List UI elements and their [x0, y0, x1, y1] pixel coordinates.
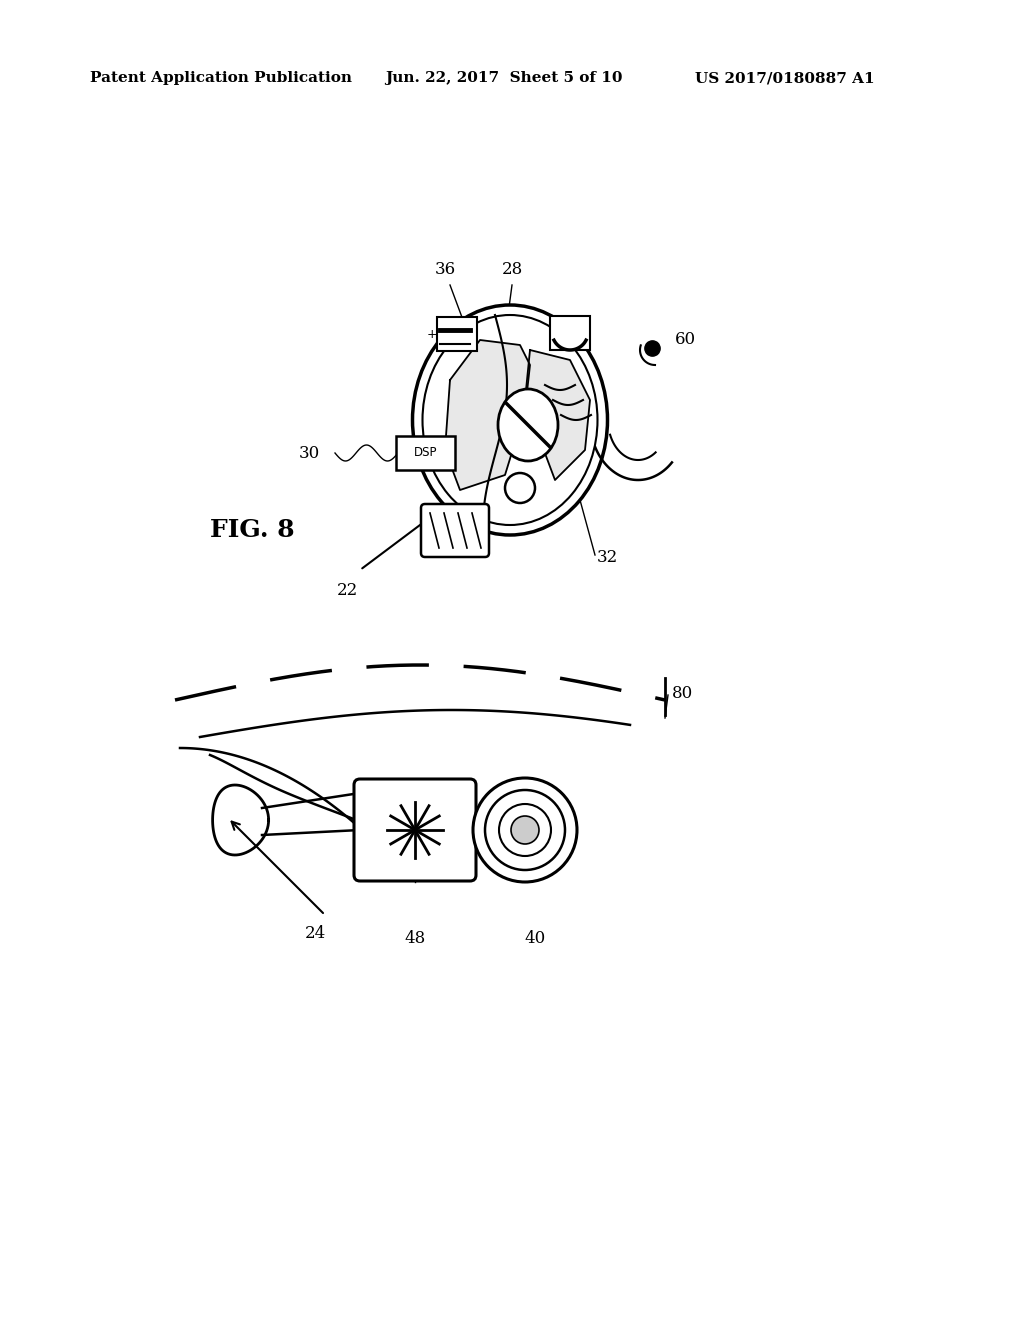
Text: FIG. 8: FIG. 8: [210, 517, 295, 543]
Text: 40: 40: [524, 931, 546, 946]
Text: DSP: DSP: [415, 446, 437, 459]
FancyBboxPatch shape: [396, 436, 455, 470]
Text: 80: 80: [672, 685, 693, 702]
Text: 24: 24: [304, 925, 326, 942]
Circle shape: [473, 777, 577, 882]
FancyBboxPatch shape: [421, 504, 489, 557]
Text: 30: 30: [299, 445, 319, 462]
Text: 36: 36: [434, 261, 456, 279]
Text: Patent Application Publication: Patent Application Publication: [90, 71, 352, 84]
Text: US 2017/0180887 A1: US 2017/0180887 A1: [695, 71, 874, 84]
Text: 32: 32: [597, 549, 618, 566]
Text: 48: 48: [404, 931, 426, 946]
Circle shape: [485, 789, 565, 870]
Polygon shape: [525, 350, 590, 480]
Circle shape: [511, 816, 539, 843]
Ellipse shape: [423, 315, 597, 525]
FancyBboxPatch shape: [437, 317, 477, 351]
FancyBboxPatch shape: [354, 779, 476, 880]
Text: Jun. 22, 2017  Sheet 5 of 10: Jun. 22, 2017 Sheet 5 of 10: [385, 71, 623, 84]
Text: 60: 60: [675, 331, 696, 348]
Text: +: +: [427, 327, 437, 341]
Circle shape: [499, 804, 551, 855]
Circle shape: [505, 473, 535, 503]
Text: 28: 28: [502, 261, 522, 279]
FancyBboxPatch shape: [550, 315, 590, 350]
Text: 22: 22: [336, 582, 357, 599]
Ellipse shape: [498, 389, 558, 461]
Ellipse shape: [413, 305, 607, 535]
Polygon shape: [445, 341, 530, 490]
